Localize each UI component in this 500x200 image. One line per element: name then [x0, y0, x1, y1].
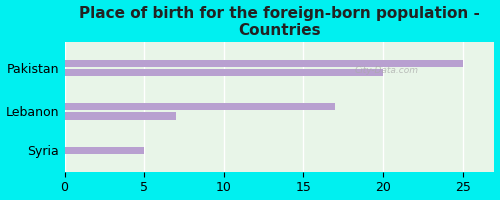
- Bar: [64, 69, 383, 76]
- Title: Place of birth for the foreign-born population -
Countries: Place of birth for the foreign-born popu…: [79, 6, 480, 38]
- Bar: [64, 60, 462, 67]
- Bar: [64, 103, 335, 110]
- Bar: [64, 112, 176, 120]
- Bar: [64, 147, 144, 154]
- Text: City-Data.com: City-Data.com: [355, 66, 419, 75]
